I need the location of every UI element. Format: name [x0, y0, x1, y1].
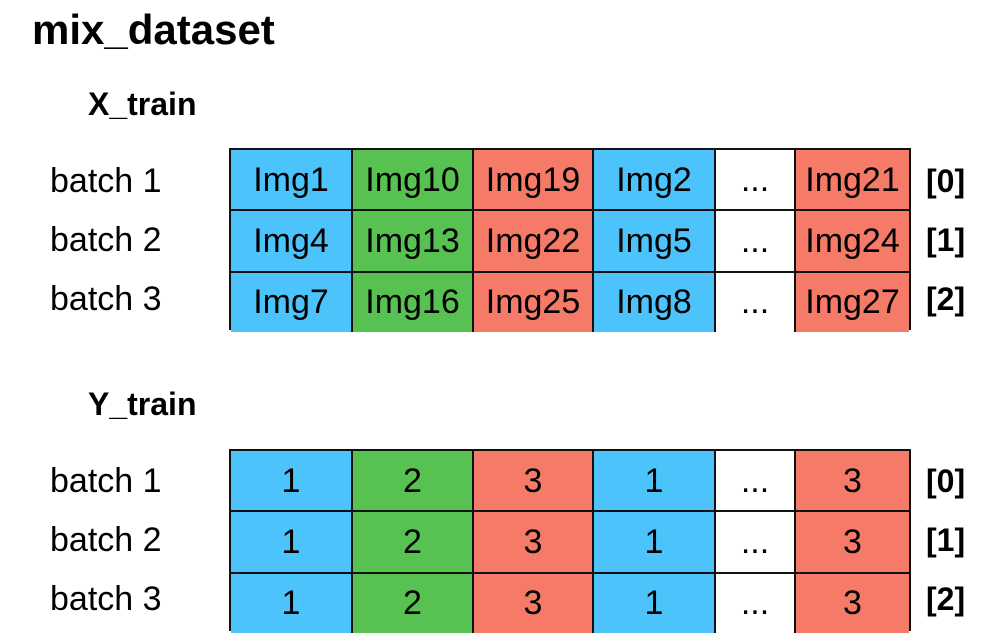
y-train-row-label: batch 3 [50, 580, 162, 618]
x-train-row-index: [1] [926, 222, 966, 258]
x-train-row-label: batch 3 [50, 280, 162, 318]
x-train-ellipsis-cell: ... [714, 150, 794, 210]
x-train-row-label: batch 2 [50, 221, 162, 259]
x-train-row-index: [2] [926, 281, 966, 317]
x-train-cell: Img5 [592, 211, 714, 271]
x-train-cell: Img4 [231, 211, 351, 271]
y-train-cell: 1 [231, 573, 351, 633]
x-train-ellipsis-cell: ... [714, 272, 794, 332]
x-train-cell: Img27 [794, 272, 909, 332]
y-train-ellipsis-cell: ... [714, 451, 794, 511]
x-train-cell: Img22 [472, 211, 592, 271]
y-train-grid: 1 2 3 1 ... 3 1 2 3 1 ... 3 1 2 3 1 ... … [229, 449, 911, 633]
x-train-cell: Img24 [794, 211, 909, 271]
y-train-row-label: batch 2 [50, 521, 162, 559]
y-train-row-label: batch 1 [50, 462, 162, 500]
y-train-cell: 3 [472, 573, 592, 633]
y-train-row: 1 2 3 1 ... 3 [231, 571, 909, 633]
y-train-cell: 3 [472, 512, 592, 572]
y-train-cell: 1 [592, 573, 714, 633]
x-train-cell: Img10 [351, 150, 472, 210]
y-train-cell: 3 [472, 451, 592, 511]
y-train-row-index: [1] [926, 522, 966, 558]
y-train-cell: 3 [794, 451, 909, 511]
x-train-cell: Img25 [472, 272, 592, 332]
x-train-cell: Img1 [231, 150, 351, 210]
x-train-cell: Img7 [231, 272, 351, 332]
y-train-ellipsis-cell: ... [714, 512, 794, 572]
y-train-cell: 2 [351, 512, 472, 572]
x-train-row: Img1 Img10 Img19 Img2 ... Img21 [231, 150, 909, 210]
y-train-cell: 3 [794, 512, 909, 572]
y-train-cell: 1 [231, 512, 351, 572]
x-train-row-label: batch 1 [50, 162, 162, 200]
x-train-cell: Img21 [794, 150, 909, 210]
x-train-row-index: [0] [926, 163, 966, 199]
x-train-cell: Img2 [592, 150, 714, 210]
y-train-row-index: [0] [926, 463, 966, 499]
y-train-title: Y_train [88, 386, 197, 422]
y-train-cell: 3 [794, 573, 909, 633]
y-train-cell: 2 [351, 451, 472, 511]
x-train-title: X_train [88, 86, 197, 122]
y-train-row: 1 2 3 1 ... 3 [231, 510, 909, 572]
x-train-cell: Img19 [472, 150, 592, 210]
y-train-cell: 1 [231, 451, 351, 511]
y-train-ellipsis-cell: ... [714, 573, 794, 633]
x-train-cell: Img16 [351, 272, 472, 332]
y-train-cell: 1 [592, 512, 714, 572]
y-train-cell: 2 [351, 573, 472, 633]
x-train-cell: Img13 [351, 211, 472, 271]
x-train-grid: Img1 Img10 Img19 Img2 ... Img21 Img4 Img… [229, 148, 911, 332]
x-train-cell: Img8 [592, 272, 714, 332]
x-train-row: Img7 Img16 Img25 Img8 ... Img27 [231, 270, 909, 332]
page-title: mix_dataset [32, 6, 275, 53]
x-train-row: Img4 Img13 Img22 Img5 ... Img24 [231, 209, 909, 271]
x-train-ellipsis-cell: ... [714, 211, 794, 271]
y-train-row-index: [2] [926, 581, 966, 617]
y-train-cell: 1 [592, 451, 714, 511]
y-train-row: 1 2 3 1 ... 3 [231, 451, 909, 511]
